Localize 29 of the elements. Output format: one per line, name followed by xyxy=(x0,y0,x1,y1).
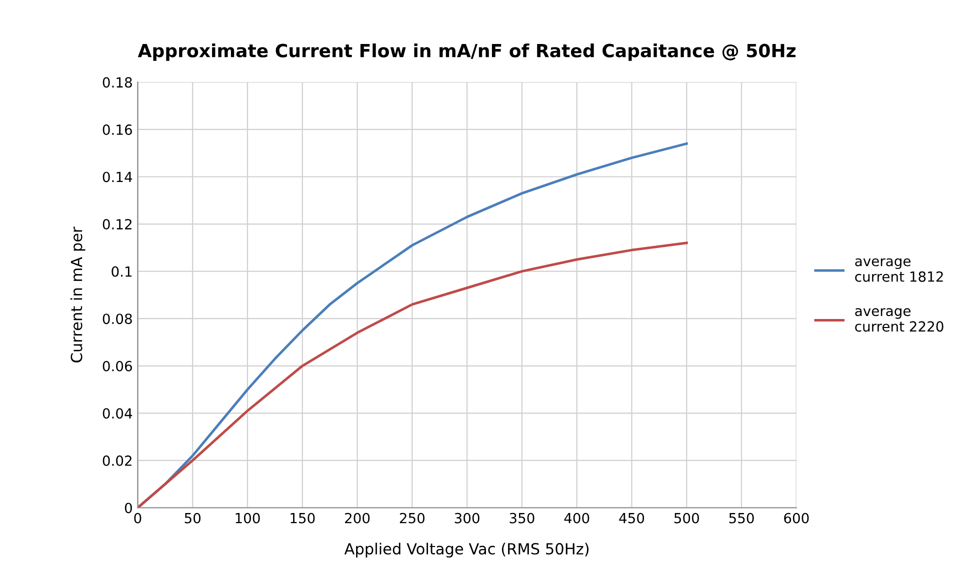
line-series xyxy=(138,242,688,508)
y-tick-label: 0.08 xyxy=(102,314,132,324)
legend-label: average current 1812 xyxy=(855,258,943,282)
y-tick-label: 0.02 xyxy=(102,455,132,466)
x-tick-label: 550 xyxy=(729,512,754,524)
x-tick-label: 500 xyxy=(674,512,699,524)
x-tick-label: 150 xyxy=(290,512,315,524)
x-axis-title: Applied Voltage Vac (RMS 50Hz) xyxy=(344,542,589,558)
x-tick-label: 0 xyxy=(134,512,142,524)
legend-label: average current 2220 xyxy=(855,308,944,332)
x-tick-label: 600 xyxy=(784,512,809,524)
y-tick-label: 0.16 xyxy=(102,124,132,135)
y-tick-label: 0 xyxy=(124,502,132,514)
y-tick-label: 0.12 xyxy=(102,219,132,230)
y-tick-label: 0.06 xyxy=(102,360,132,372)
y-tick-label: 0.1 xyxy=(112,266,132,277)
x-tick-label: 400 xyxy=(564,512,590,524)
x-tick-label: 300 xyxy=(454,512,480,524)
y-tick-label: 0.04 xyxy=(102,408,132,419)
x-tick-label: 250 xyxy=(400,512,424,524)
y-tick-label: 0.14 xyxy=(102,172,132,182)
x-tick-label: 200 xyxy=(345,512,370,524)
x-tick-label: 50 xyxy=(184,512,201,524)
y-axis-title: Current in mA per xyxy=(70,226,86,362)
chart-title: Approximate Current Flow in mA/nF of Rated Capaitance @ 50Hz xyxy=(138,43,796,61)
x-tick-label: 350 xyxy=(510,512,534,524)
y-tick-label: 0.18 xyxy=(102,77,132,88)
x-tick-label: 450 xyxy=(619,512,644,524)
x-tick-label: 100 xyxy=(236,512,260,524)
